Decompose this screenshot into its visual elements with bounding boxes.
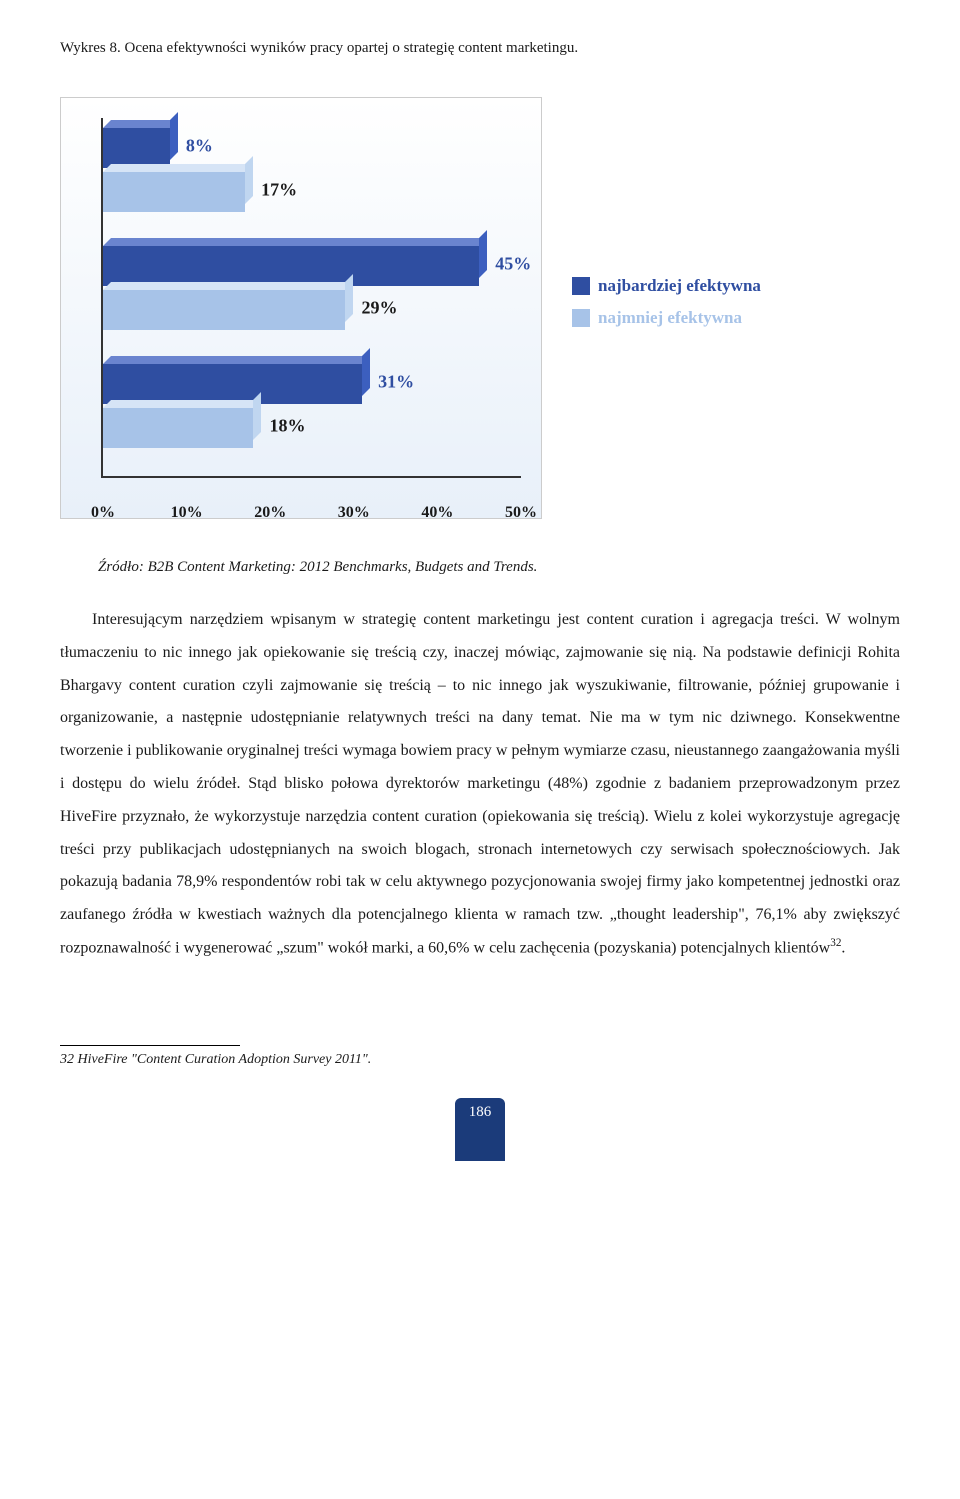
bar-value-label: 29% [361,297,397,318]
legend-swatch [572,309,590,327]
x-tick: 30% [338,504,370,522]
legend-item: najbardziej efektywna [572,276,761,296]
x-tick: 20% [254,504,286,522]
x-tick: 0% [91,504,115,522]
bar-value-label: 45% [495,253,531,274]
bar: 45% [103,246,521,286]
page-number: 186 [455,1098,506,1161]
chart-plot: 0%10%20%30%40%50% 8%17%45%29%31%18% [101,118,521,478]
bar-value-label: 18% [269,415,305,436]
bar: 17% [103,172,521,212]
bar: 31% [103,364,521,404]
x-tick: 50% [505,504,537,522]
chart-area: 0% 10% 20% 30% 40% 50% 8% 17% 45% 29% 31% 18% [60,97,542,519]
legend-item: najmniej efektywna [572,308,761,328]
footnote-ref: 32 [830,937,841,949]
bar-group: 45% 29% [103,246,521,334]
chart-wrapper: 0% 10% 20% 30% 40% 50% 8% 17% 45% 29% 31% 18% najb… [60,97,900,519]
footnote-text: 32 HiveFire "Content Curation Adoption S… [60,1052,900,1068]
legend-swatch [572,277,590,295]
bar-value-label: 8% [186,135,213,156]
bar-value-label: 17% [261,179,297,200]
x-tick: 40% [421,504,453,522]
bar-value-label: 31% [378,371,414,392]
chart-source: Źródło: B2B Content Marketing: 2012 Benc… [98,559,900,576]
bar-group: 8% 17% [103,128,521,216]
x-tick: 10% [171,504,203,522]
bar-group: 31% 18% [103,364,521,452]
bar: 29% [103,290,521,330]
page-number-wrap: 186 [60,1098,900,1161]
legend-label: najbardziej efektywna [598,276,761,296]
legend-label: najmniej efektywna [598,308,742,328]
footnote-divider [60,1045,240,1046]
bar: 8% [103,128,521,168]
bar: 18% [103,408,521,448]
chart-legend: najbardziej efektywna najmniej efektywna [572,276,761,340]
body-paragraph: Interesującym narzędziem wpisanym w stra… [60,604,900,965]
chart-caption: Wykres 8. Ocena efektywności wyników pra… [60,40,900,57]
